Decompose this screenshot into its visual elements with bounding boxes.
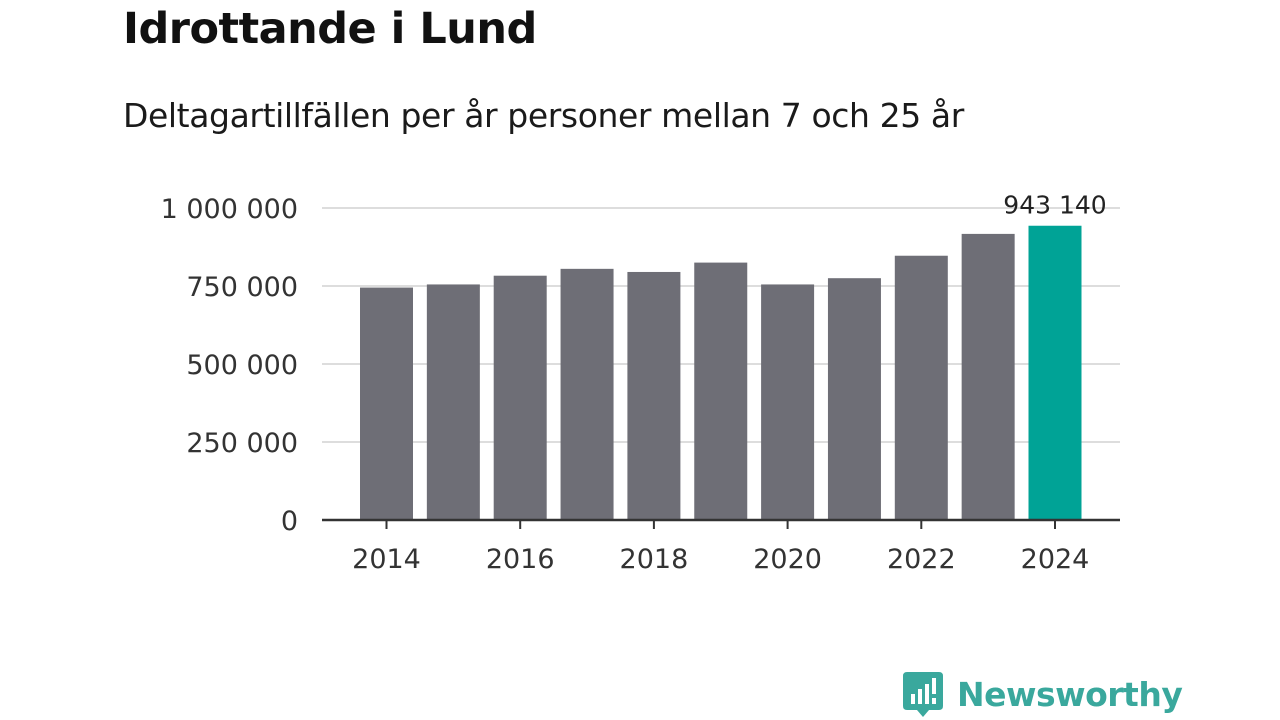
y-tick-label: 250 000 (186, 428, 298, 459)
bar (827, 278, 881, 520)
bar-highlight (1028, 225, 1082, 520)
x-tick-label: 2020 (753, 544, 822, 575)
y-tick-label: 1 000 000 (161, 194, 298, 225)
data-label: 943 140 (1003, 191, 1106, 220)
x-tick-label: 2022 (887, 544, 956, 575)
brand-name: Newsworthy (957, 674, 1183, 714)
bar (894, 255, 948, 520)
bar (627, 271, 681, 520)
newsworthy-logo-icon (903, 672, 943, 717)
chart-title: Idrottande i Lund (123, 4, 537, 54)
bar (560, 268, 614, 520)
bar (426, 284, 480, 520)
bar (761, 284, 815, 520)
x-tick-label: 2016 (486, 544, 555, 575)
y-tick-label: 750 000 (186, 272, 298, 303)
brand[interactable]: Newsworthy (903, 670, 1183, 718)
y-tick-label: 500 000 (186, 350, 298, 381)
bar (961, 233, 1015, 520)
y-tick-label: 0 (281, 506, 298, 537)
bar (360, 287, 413, 520)
chart-subtitle: Deltagartillfällen per år personer mella… (123, 96, 964, 135)
x-tick-label: 2018 (620, 544, 689, 575)
bar (493, 275, 547, 520)
x-tick-label: 2014 (352, 544, 421, 575)
bar (694, 262, 748, 520)
x-tick-label: 2024 (1021, 544, 1090, 575)
